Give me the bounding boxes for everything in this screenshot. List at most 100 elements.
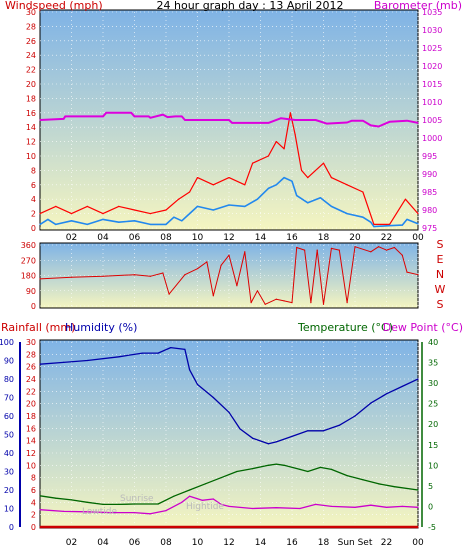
wind-gust-line-point-1 xyxy=(55,205,57,207)
wind-average-line-point-20 xyxy=(283,177,285,179)
temperature-title: Temperature (°C) xyxy=(297,321,393,334)
rain-tick-label: 18 xyxy=(26,412,36,421)
temperature-line-point-1 xyxy=(55,497,57,499)
wind-average-line xyxy=(39,176,419,228)
temp-axis-tick-label: 0 xyxy=(428,502,433,511)
humidity-line-point-16 xyxy=(291,435,293,437)
wind-direction-line-point-28 xyxy=(346,302,348,304)
dew-point-line-point-18 xyxy=(354,506,356,508)
rainfall-line-point-1 xyxy=(417,526,419,528)
rain-tick-label: 24 xyxy=(26,375,36,384)
wind-average-line-point-27 xyxy=(362,216,364,218)
humidity-line-point-18 xyxy=(322,430,325,432)
wind-gust-line-point-7 xyxy=(149,213,151,215)
temp-axis-tick-label: 35 xyxy=(428,359,438,368)
wind-axis-tick-label: 8 xyxy=(31,166,36,175)
wind-direction-line-point-14 xyxy=(244,251,246,253)
wind-gust-line-point-14 xyxy=(244,184,246,186)
temperature-line-point-14 xyxy=(267,464,269,466)
temperature-line-point-3 xyxy=(86,501,88,503)
wind-gust-line-point-10 xyxy=(189,191,191,193)
wind-axis-tick-label: 10 xyxy=(26,152,36,161)
wind-direction-line-point-7 xyxy=(184,274,186,276)
humidity-line-point-0 xyxy=(39,363,41,365)
wind-average-line-point-8 xyxy=(149,223,151,225)
wind-gust-line-point-30 xyxy=(417,213,419,215)
wind-x-tick-label: 16 xyxy=(286,233,298,243)
barometer-line-point-22 xyxy=(351,120,353,122)
baro-axis-tick-label: 975 xyxy=(422,224,437,233)
windspeed-title: Windspeed (mph) xyxy=(5,0,103,12)
wind-x-tick-label: 18 xyxy=(318,233,330,243)
humidity-tick-label: 90 xyxy=(4,357,14,366)
direction-axis-tick-label: 180 xyxy=(21,272,36,281)
humidity-line-point-22 xyxy=(385,393,388,395)
baro-axis-tick-label: 1010 xyxy=(422,98,442,107)
temperature-line-point-7 xyxy=(157,503,159,505)
wind-axis-tick-label: 26 xyxy=(26,37,36,46)
wind-gust-line-point-15 xyxy=(252,162,254,164)
dew-point-line-point-10 xyxy=(212,498,214,500)
sunrise-annotation: Sunrise xyxy=(120,494,154,504)
wind-average-line-point-33 xyxy=(417,223,419,225)
temperature-line-point-20 xyxy=(330,468,332,470)
dew-point-line-point-14 xyxy=(275,507,277,509)
humidity-line-point-23 xyxy=(401,385,403,387)
humidity-line-point-13 xyxy=(252,437,254,439)
baro-axis-tick-label: 1020 xyxy=(422,62,442,71)
rain-tick-label: 20 xyxy=(26,400,36,409)
series-layer xyxy=(39,111,419,529)
dew-point-line-point-3 xyxy=(110,511,112,514)
rain-tick-label: 26 xyxy=(26,363,36,372)
dew-point-line-point-7 xyxy=(181,501,183,503)
wind-direction-line-point-15 xyxy=(250,302,252,304)
wind-direction-line-point-33 xyxy=(393,246,395,249)
barometer-line-point-28 xyxy=(417,122,419,124)
rain-x-tick-label: 12 xyxy=(223,538,234,548)
wind-average-line-point-23 xyxy=(307,202,309,204)
temperature-line-point-0 xyxy=(39,495,41,497)
rain-x-tick-label: 10 xyxy=(192,538,204,548)
humidity-line-point-3 xyxy=(118,356,120,358)
baro-axis-tick-label: 1035 xyxy=(422,8,442,17)
wind-axis-tick-label: 24 xyxy=(26,51,36,60)
humidity-line-point-21 xyxy=(370,402,372,404)
humidity-line-point-1 xyxy=(63,361,65,363)
wind-direction-line-point-18 xyxy=(275,298,277,300)
humidity-line-point-4 xyxy=(141,352,143,354)
rain-tick-label: 30 xyxy=(26,338,36,347)
wind-gust-line-point-4 xyxy=(102,213,104,215)
humidity-line-point-6 xyxy=(170,347,172,349)
wind-direction-line-point-27 xyxy=(338,249,340,251)
rainfall-line-point-0 xyxy=(39,526,41,528)
wind-average-line-point-13 xyxy=(196,205,199,207)
baro-axis-tick-label: 1030 xyxy=(422,26,442,35)
humidity-tick-label: 50 xyxy=(4,431,14,440)
temp-axis-tick-label: 30 xyxy=(428,379,438,388)
wind-direction-line-point-6 xyxy=(168,293,170,295)
wind-direction-line-point-8 xyxy=(196,268,199,270)
wind-direction-line-point-4 xyxy=(149,275,151,277)
dew-point-line-point-9 xyxy=(201,499,203,501)
wind-x-tick-label: 10 xyxy=(192,233,204,243)
wind-average-line-point-32 xyxy=(406,218,408,220)
rainfall-title: Rainfall (mm) xyxy=(1,321,75,334)
wind-average-line-point-7 xyxy=(133,220,136,222)
wind-axis-tick-label: 20 xyxy=(26,80,36,89)
wind-gust-line-point-25 xyxy=(346,184,348,186)
rain-tick-label: 12 xyxy=(26,449,36,458)
wind-direction-line-point-26 xyxy=(330,247,332,249)
humidity-line-point-5 xyxy=(157,352,159,354)
wind-direction-line-point-22 xyxy=(304,249,306,251)
wind-average-line-point-3 xyxy=(70,220,73,222)
direction-label: N xyxy=(436,268,444,281)
rain-tick-label: 22 xyxy=(26,387,36,396)
dew-point-line-point-22 xyxy=(417,506,419,508)
temperature-line-point-22 xyxy=(362,479,364,481)
barometer-line-point-5 xyxy=(130,112,132,114)
temperature-line-point-16 xyxy=(283,464,285,466)
wind-axis-tick-label: 22 xyxy=(26,66,36,75)
barometer-line-point-4 xyxy=(105,112,107,114)
